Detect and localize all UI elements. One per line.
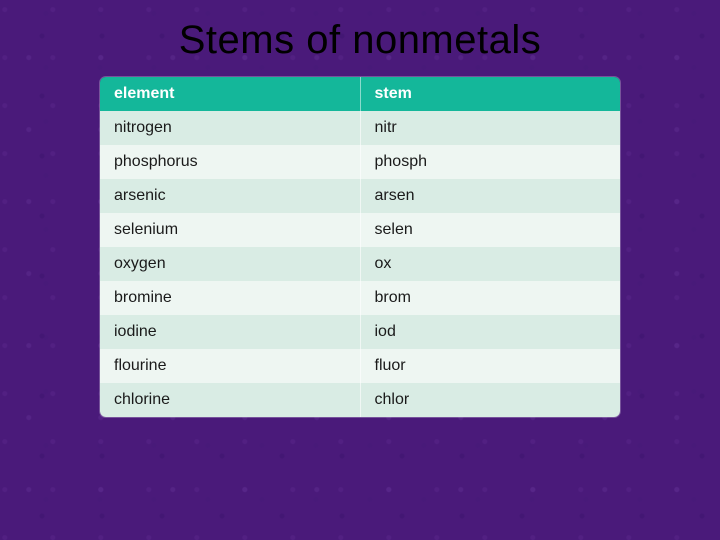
col-header-stem: stem [360, 77, 620, 111]
cell-element: chlorine [100, 383, 360, 417]
cell-element: flourine [100, 349, 360, 383]
table-row: bromine brom [100, 281, 620, 315]
nonmetal-stems-table: element stem nitrogen nitr phosphorus ph… [100, 77, 620, 417]
cell-stem: brom [360, 281, 620, 315]
cell-stem: chlor [360, 383, 620, 417]
cell-element: bromine [100, 281, 360, 315]
cell-stem: arsen [360, 179, 620, 213]
cell-element: phosphorus [100, 145, 360, 179]
table-header-row: element stem [100, 77, 620, 111]
table-row: iodine iod [100, 315, 620, 349]
cell-stem: fluor [360, 349, 620, 383]
table: element stem nitrogen nitr phosphorus ph… [100, 77, 620, 417]
cell-stem: phosph [360, 145, 620, 179]
cell-element: arsenic [100, 179, 360, 213]
cell-element: iodine [100, 315, 360, 349]
table-row: nitrogen nitr [100, 111, 620, 145]
table-row: flourine fluor [100, 349, 620, 383]
cell-stem: selen [360, 213, 620, 247]
table-row: selenium selen [100, 213, 620, 247]
table-row: phosphorus phosph [100, 145, 620, 179]
cell-stem: ox [360, 247, 620, 281]
cell-element: oxygen [100, 247, 360, 281]
col-header-element: element [100, 77, 360, 111]
cell-stem: nitr [360, 111, 620, 145]
table-row: arsenic arsen [100, 179, 620, 213]
cell-stem: iod [360, 315, 620, 349]
cell-element: selenium [100, 213, 360, 247]
cell-element: nitrogen [100, 111, 360, 145]
table-row: chlorine chlor [100, 383, 620, 417]
table-row: oxygen ox [100, 247, 620, 281]
slide-title: Stems of nonmetals [0, 18, 720, 63]
